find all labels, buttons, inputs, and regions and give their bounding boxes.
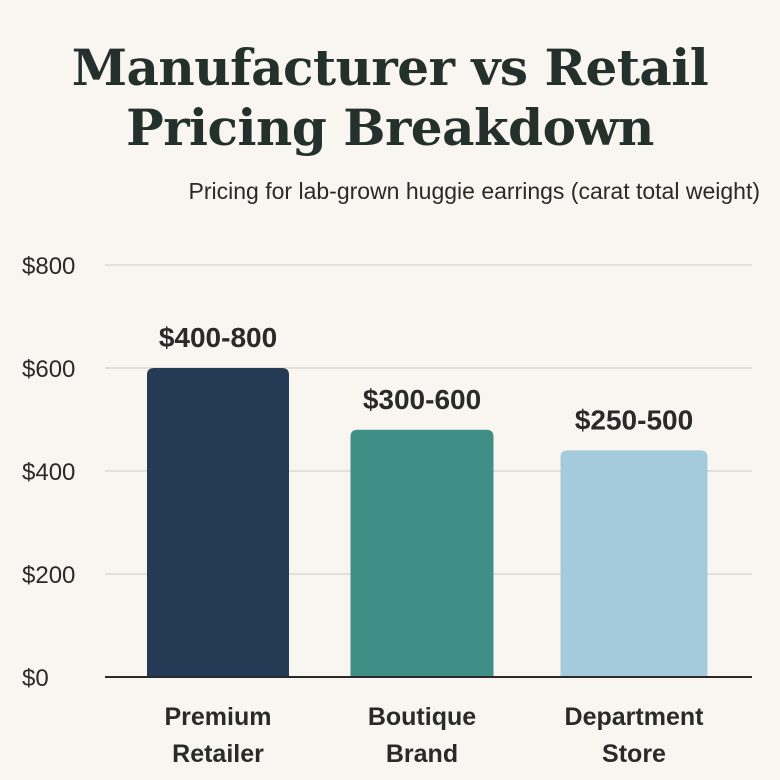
x-category-label: Department	[565, 703, 705, 731]
chart-title-line-1: Manufacturer vs Retail	[71, 38, 709, 97]
chart-title: Manufacturer vs Retail Pricing Breakdown	[0, 38, 780, 158]
y-tick-label: $400	[22, 459, 75, 486]
x-category-label: Premium	[165, 703, 272, 731]
y-tick-label: $800	[22, 253, 75, 280]
y-tick-label: $600	[22, 356, 75, 383]
x-category-label: Retailer	[172, 740, 264, 768]
data-label: $400-800	[159, 322, 277, 353]
chart-title-line-2: Pricing Breakdown	[126, 98, 654, 157]
y-tick-label: $200	[22, 562, 75, 589]
data-label: $250-500	[575, 404, 693, 435]
x-category-label: Store	[602, 740, 666, 768]
chart-subtitle: Pricing for lab-grown huggie earrings (c…	[188, 178, 760, 204]
y-tick-label: $0	[22, 665, 49, 692]
data-label: $300-600	[363, 384, 481, 415]
x-category-label: Brand	[386, 740, 458, 768]
x-category-label: Boutique	[368, 703, 476, 731]
bar	[560, 450, 708, 677]
bar	[350, 429, 494, 677]
bar	[147, 368, 289, 677]
